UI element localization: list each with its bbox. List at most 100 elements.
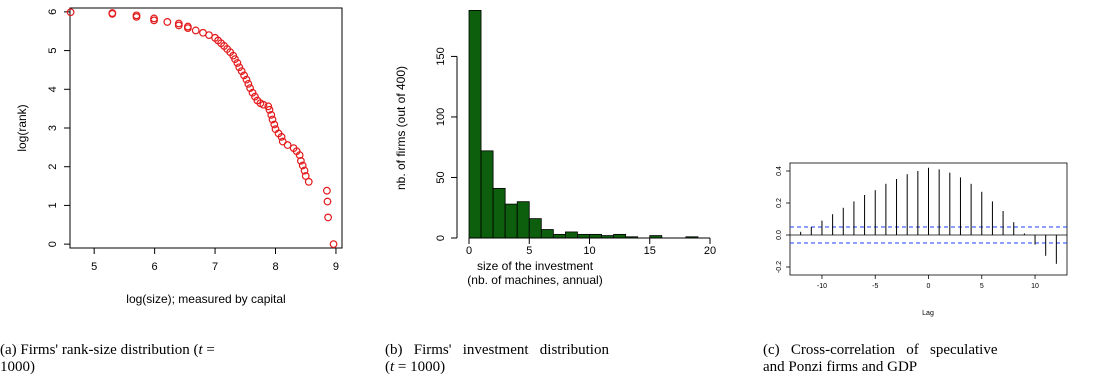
data-point: [259, 100, 268, 109]
x-tick-label: 0: [466, 245, 472, 257]
data-point: [150, 16, 158, 25]
y-tick-label: 5: [47, 48, 59, 54]
x-tick-label: -10: [817, 283, 827, 290]
data-point: [267, 110, 276, 119]
cross-correlation-chart: -10 -5 0 5 10 -0.2 0.0 0.2 0.4 Lag: [776, 162, 1068, 317]
histogram-bar: [589, 233, 602, 239]
y-tick-label: 4: [47, 86, 59, 92]
data-point: [296, 157, 305, 165]
caption-c-line1: (c) Cross-correlation of speculative: [763, 342, 998, 358]
x-tick-label: 6: [152, 261, 158, 273]
data-point: [231, 55, 239, 63]
data-point: [191, 26, 200, 35]
data-point: [246, 84, 255, 93]
data-point: [265, 105, 274, 114]
data-point: [270, 120, 279, 129]
caption-a-var: t: [198, 342, 203, 358]
data-point: [304, 177, 313, 186]
x-axis-label: Lag: [922, 310, 934, 317]
caption-b-paren: (: [385, 359, 390, 375]
data-point: [324, 213, 332, 222]
data-point: [242, 75, 251, 84]
data-point: [174, 21, 183, 30]
caption-c: (c) Cross-correlation of speculative and…: [763, 342, 1103, 376]
x-tick-label: 7: [212, 261, 218, 273]
data-point: [268, 115, 277, 124]
histogram-bar: [552, 233, 566, 239]
histogram-bar: [492, 187, 506, 239]
histogram-bar: [565, 231, 578, 239]
data-point: [163, 18, 172, 26]
caption-a-tail: =: [202, 342, 215, 358]
data-point: [298, 161, 307, 170]
histogram-bar: [468, 10, 482, 239]
data-point: [240, 71, 248, 80]
x-tick-label: 20: [704, 245, 716, 257]
data-point: [66, 8, 75, 17]
histogram-bar: [504, 203, 518, 239]
histogram-bar: [613, 233, 627, 239]
x-axis-label: size of the investment: [477, 259, 594, 273]
data-point: [233, 59, 242, 67]
caption-b-tail: = 1000): [394, 359, 446, 375]
histogram-bar: [577, 233, 590, 239]
y-tick-label: 100: [435, 108, 447, 126]
y-tick-label: 0: [435, 235, 447, 241]
investment-histogram: 0 5 10 15 20 0 50 100 150 size of the investmen…: [394, 10, 716, 287]
y-axis-label: log(rank): [15, 104, 29, 151]
x-tick-label: 15: [644, 245, 656, 257]
data-point: [300, 166, 309, 175]
histogram-bar: [480, 150, 494, 239]
histogram-bar: [540, 229, 554, 239]
data-point: [183, 24, 192, 33]
caption-a-text: (a) Firms' rank-size distribution (: [0, 342, 199, 358]
y-tick-label: 0.2: [776, 198, 783, 208]
caption-a-line2: 1000): [0, 359, 35, 375]
y-tick-label: 2: [47, 164, 59, 170]
y-tick-label: 3: [47, 125, 59, 131]
data-point: [301, 172, 310, 180]
histogram-bar: [528, 218, 542, 239]
x-tick-label: 8: [272, 261, 278, 273]
y-tick-label: 6: [47, 9, 59, 15]
data-point: [237, 67, 246, 75]
rank-size-chart: 5 6 7 8 9 0 1 2 3 4 5 6 log(size); measured by cap…: [15, 7, 343, 306]
data-point: [322, 186, 331, 195]
plot-frame: [69, 7, 343, 249]
x-tick-label: 10: [1031, 283, 1039, 290]
data-point: [329, 240, 338, 249]
caption-c-line2: and Ponzi firms and GDP: [763, 359, 918, 375]
y-tick-label: 0.4: [776, 166, 783, 176]
x-axis-label-line2: (nb. of machines, annual): [467, 273, 602, 287]
x-axis-label: log(size); measured by capital: [126, 292, 285, 306]
y-tick-label: 150: [435, 47, 447, 65]
y-tick-label: -0.2: [776, 261, 783, 273]
data-point: [277, 133, 286, 141]
x-tick-label: 9: [333, 261, 339, 273]
caption-b-line1: (b) Firms' investment distribution: [385, 342, 609, 358]
data-point: [264, 102, 273, 111]
data-point: [283, 141, 292, 149]
data-point: [323, 197, 332, 206]
caption-a: (a) Firms' rank-size distribution (t = 1…: [0, 342, 340, 376]
x-tick-label: 0: [927, 283, 931, 290]
x-tick-label: 5: [526, 245, 532, 257]
y-tick-label: 0: [47, 241, 59, 247]
y-tick-label: 0.0: [776, 230, 783, 240]
x-tick-label: 5: [91, 261, 97, 273]
data-point: [251, 92, 259, 101]
data-point: [235, 63, 244, 72]
x-tick-label: 10: [583, 245, 595, 257]
caption-b: (b) Firms' investment distribution (t = …: [385, 342, 720, 376]
histogram-bar: [516, 201, 530, 239]
data-point: [295, 151, 304, 159]
data-point: [108, 9, 117, 18]
y-axis-label: nb. of firms (out of 400): [394, 66, 408, 190]
x-tick-label: 5: [980, 283, 984, 290]
y-tick-label: 1: [47, 202, 59, 208]
y-tick-label: 50: [435, 171, 447, 183]
data-point: [248, 88, 257, 97]
x-tick-label: -5: [872, 283, 878, 290]
data-point: [244, 79, 253, 88]
